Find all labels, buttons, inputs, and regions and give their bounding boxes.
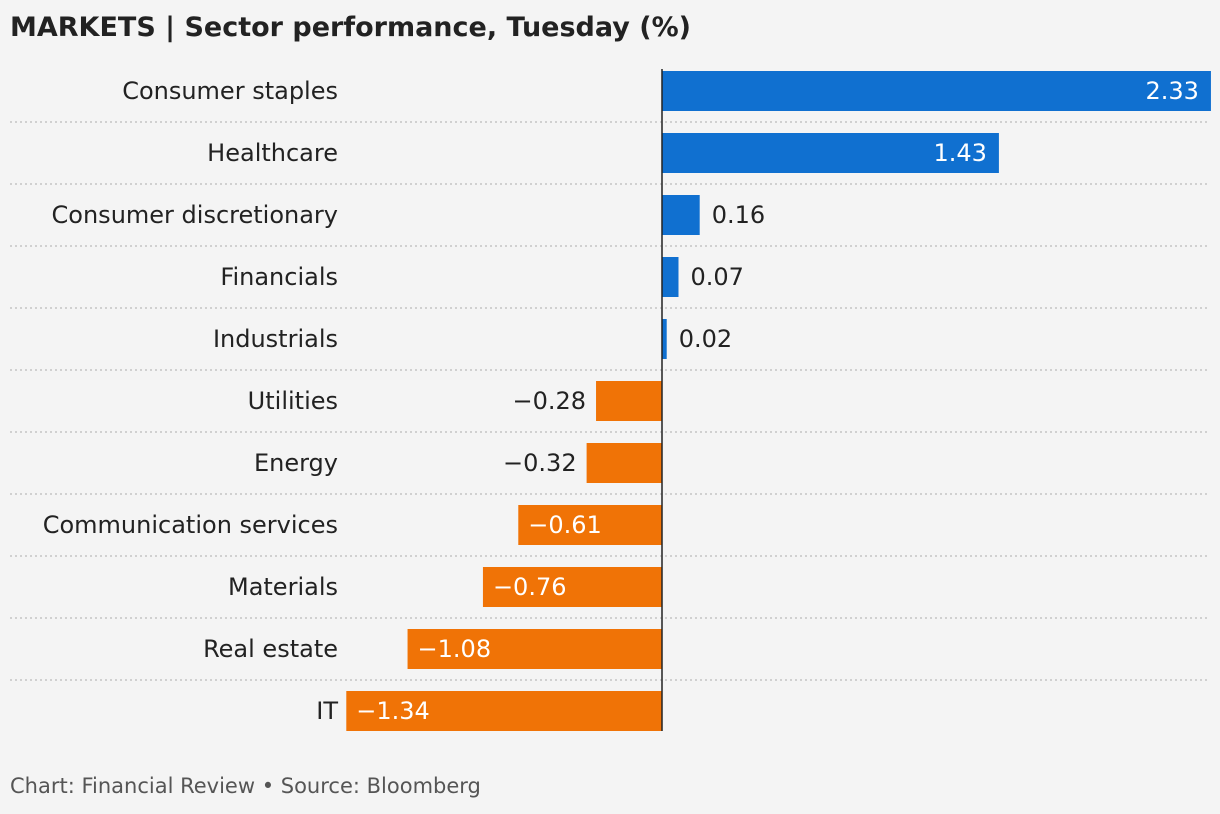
bar (662, 257, 679, 297)
value-label: −0.32 (503, 449, 577, 477)
category-label: Energy (254, 449, 338, 477)
value-label: 0.07 (690, 263, 743, 291)
bar (586, 443, 662, 483)
chart-title: MARKETS | Sector performance, Tuesday (%… (10, 12, 691, 43)
value-label: −1.34 (356, 697, 430, 725)
category-label: Utilities (248, 387, 338, 415)
bar (662, 195, 700, 235)
value-label: 0.02 (679, 325, 732, 353)
value-label: −0.28 (512, 387, 586, 415)
category-label: Healthcare (207, 139, 338, 167)
category-label: Communication services (43, 511, 338, 539)
category-label: Industrials (213, 325, 338, 353)
category-label: Financials (220, 263, 338, 291)
bar (346, 691, 662, 731)
chart-source-footer: Chart: Financial Review • Source: Bloomb… (10, 774, 481, 798)
bar (518, 505, 662, 545)
value-label: −0.61 (528, 511, 602, 539)
value-label: 2.33 (1146, 77, 1199, 105)
bar (482, 567, 662, 607)
category-label: Materials (228, 573, 338, 601)
bar (662, 133, 999, 173)
category-label: Real estate (203, 635, 338, 663)
bar (662, 71, 1211, 111)
bar (407, 629, 662, 669)
value-label: 0.16 (712, 201, 765, 229)
category-label: Consumer discretionary (52, 201, 338, 229)
bar (662, 319, 667, 359)
value-label: −0.76 (493, 573, 567, 601)
bar (596, 381, 662, 421)
value-label: −1.08 (418, 635, 492, 663)
category-label: Consumer staples (122, 77, 338, 105)
category-label: IT (316, 697, 338, 725)
value-label: 1.43 (933, 139, 986, 167)
